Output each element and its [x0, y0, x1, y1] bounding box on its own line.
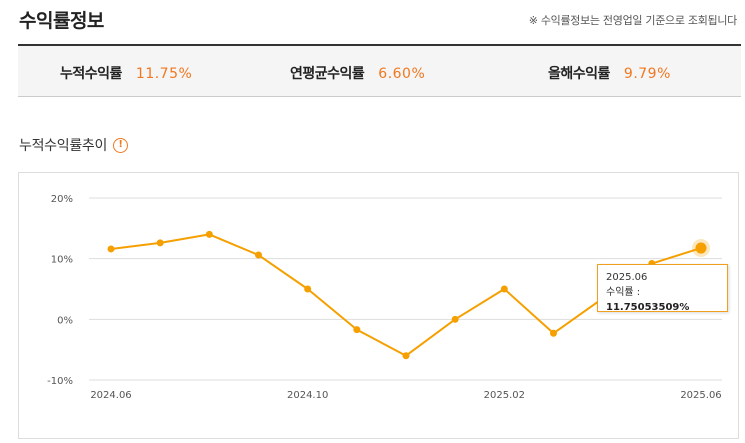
page-title: 수익률정보 — [19, 10, 104, 32]
y-tick-label: 20% — [51, 194, 73, 205]
data-point — [402, 352, 410, 360]
ytd-return-value: 9.79% — [623, 66, 671, 82]
tooltip-label: 수익률 : — [606, 287, 641, 298]
returns-summary: 누적수익률 11.75% 연평균수익률 6.60% 올해수익률 9.79% — [18, 44, 741, 97]
tooltip-value: 11.75053509% — [606, 302, 690, 313]
exclamation-circle-icon[interactable]: ! — [113, 137, 129, 153]
ytd-return-label: 올해수익률 — [548, 66, 610, 82]
y-tick-label: 10% — [51, 255, 73, 266]
chart-svg: 20% 10% 0% -10% 2024.06 2024.10 2025.02 2025.06 — [47, 194, 722, 401]
summary-ytd: 올해수익률 9.79% — [548, 63, 671, 83]
data-point — [107, 245, 115, 253]
chart-tooltip: 2025.06 수익률 : 11.75053509% — [597, 264, 728, 315]
summary-annualized: 연평균수익률 6.60% — [290, 63, 425, 83]
data-point — [550, 329, 557, 337]
data-point — [304, 285, 312, 293]
trend-title-text: 누적수익률추이 — [19, 138, 108, 154]
data-point — [451, 315, 459, 323]
tooltip-date: 2025.06 — [606, 272, 648, 283]
y-tick-label: -10% — [47, 376, 73, 387]
series-line — [110, 233, 702, 357]
data-point — [156, 239, 164, 247]
data-point-highlight — [695, 242, 707, 254]
summary-cumulative: 누적수익률 11.75% — [60, 63, 192, 83]
y-tick-label: 0% — [57, 315, 73, 326]
x-tick-label: 2025.02 — [484, 390, 525, 401]
trend-section-title: 누적수익률추이 ! — [19, 135, 129, 155]
data-point — [500, 285, 508, 293]
x-tick-label: 2025.06 — [680, 390, 721, 401]
tooltip-row: 수익률 : 11.75053509% — [606, 285, 719, 315]
notice-text: ※ 수익률정보는 전영업일 기준으로 조회됩니다 — [528, 14, 738, 27]
data-point — [353, 326, 361, 334]
data-point — [255, 251, 262, 259]
cumulative-return-label: 누적수익률 — [60, 66, 122, 82]
cumulative-return-value: 11.75% — [135, 66, 193, 82]
data-point — [205, 230, 213, 238]
annualized-return-value: 6.60% — [378, 66, 426, 82]
cumulative-return-chart: 20% 10% 0% -10% 2024.06 2024.10 2025.02 2025.06… — [18, 172, 739, 439]
x-tick-label: 2024.10 — [287, 390, 328, 401]
x-tick-label: 2024.06 — [90, 390, 131, 401]
annualized-return-label: 연평균수익률 — [290, 66, 365, 82]
